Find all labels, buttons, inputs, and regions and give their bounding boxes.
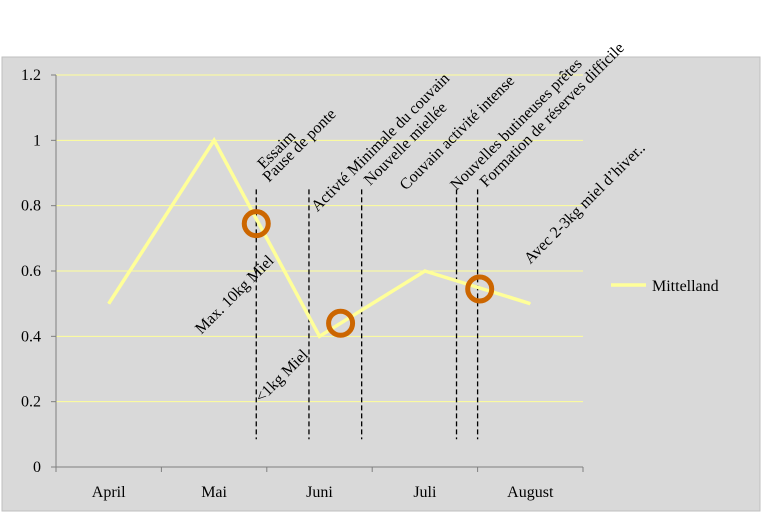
y-tick-label: 1.2 bbox=[21, 67, 41, 84]
y-tick-label: 0.6 bbox=[21, 263, 41, 280]
x-tick-label: Juni bbox=[306, 484, 333, 501]
y-tick-label: 0 bbox=[33, 459, 41, 476]
data-point bbox=[108, 303, 110, 305]
x-tick-label: Mai bbox=[201, 484, 227, 501]
legend-label: Mittelland bbox=[652, 278, 719, 295]
y-tick-label: 0.2 bbox=[21, 394, 41, 411]
y-tick-label: 1 bbox=[33, 132, 41, 149]
data-point bbox=[529, 303, 531, 305]
x-tick-label: August bbox=[507, 484, 554, 501]
highlight-marker bbox=[326, 308, 356, 338]
chart-area bbox=[1, 56, 761, 512]
data-point bbox=[424, 270, 426, 272]
x-tick-label: April bbox=[92, 484, 126, 501]
highlight-marker bbox=[241, 209, 271, 239]
data-point bbox=[213, 139, 215, 141]
y-tick-label: 0.4 bbox=[21, 328, 41, 345]
data-point bbox=[319, 335, 320, 337]
x-tick-label: Juli bbox=[413, 484, 437, 501]
y-tick-label: 0.8 bbox=[21, 198, 41, 215]
highlight-marker bbox=[465, 274, 495, 304]
